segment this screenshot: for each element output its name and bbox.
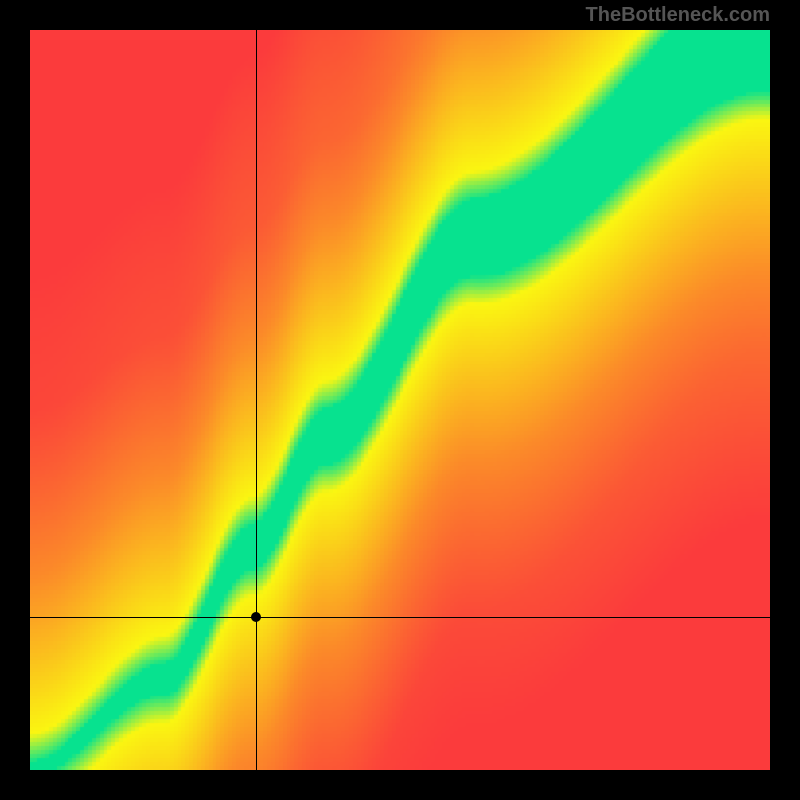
marker-dot	[251, 612, 261, 622]
plot-area	[30, 30, 770, 770]
crosshair-horizontal-line	[30, 617, 770, 618]
crosshair-vertical-line	[256, 30, 257, 770]
heatmap-canvas	[30, 30, 770, 770]
watermark-text: TheBottleneck.com	[586, 4, 770, 27]
